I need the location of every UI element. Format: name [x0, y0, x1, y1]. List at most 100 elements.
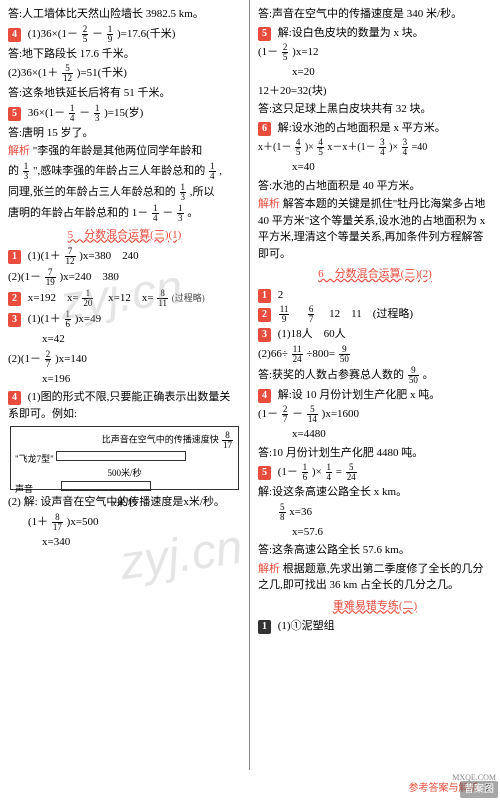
- section-title: 5 分数混合运算(三)(1): [8, 227, 241, 244]
- fraction: 13: [23, 162, 30, 181]
- fraction: 811: [157, 289, 168, 308]
- text: 解:设白色皮块的数量为 x 块。: [278, 27, 424, 39]
- fraction: 16: [302, 463, 309, 482]
- text: －: [79, 107, 90, 119]
- corner-stamp: 昔案图: [460, 781, 498, 798]
- fraction: 58: [279, 503, 286, 522]
- text: )=15(岁): [104, 107, 143, 119]
- question-number: 1: [258, 289, 271, 303]
- text-line: 答:唐明 15 岁了。: [8, 125, 241, 142]
- text-line: 答:地下路段长 17.6 千米。: [8, 46, 241, 63]
- text: )=51(千米): [77, 67, 127, 79]
- question-number: 4: [8, 28, 21, 42]
- text: (2)(1－: [8, 353, 41, 365]
- text-line: 答:这条地铁延长后将有 51 千米。: [8, 85, 241, 102]
- text: ÷800=: [306, 348, 335, 360]
- text: )=17.6(千米): [117, 28, 175, 40]
- text-line: 答:人工墙体比天然山险墙长 3982.5 km。: [8, 6, 241, 23]
- fraction: 25: [82, 25, 89, 44]
- text: ,: [219, 165, 222, 177]
- question-number: 2: [8, 292, 21, 306]
- text-line: 12＋20=32(块): [258, 83, 492, 100]
- text: 解:设 10 月份计划生产化肥 x 吨。: [278, 389, 441, 401]
- question-number: 6: [258, 122, 271, 136]
- text: ,所以: [190, 186, 215, 198]
- diagram-label: x米/秒: [15, 497, 234, 511]
- question-number: 3: [258, 328, 271, 342]
- fraction: 14: [326, 463, 333, 482]
- text: =: [336, 466, 342, 478]
- text: 同理,张兰的年龄占三人年龄总和的: [8, 186, 176, 198]
- text-line: 6 解:设水池的占地面积是 x 平方米。: [258, 120, 492, 137]
- fraction: 514: [307, 405, 318, 424]
- text: 根据题意,先求出第二季度修了全长的几分之几,即可找出 36 km 占全长的几分之…: [258, 563, 484, 592]
- text: (1)18人 60人: [278, 328, 346, 340]
- text: (2)(1－: [8, 271, 41, 283]
- question-number: 1: [258, 620, 271, 634]
- text: x=36: [289, 506, 312, 518]
- bar: [61, 481, 151, 491]
- text-line: 3 (1)(1＋ 16 )x=49: [8, 310, 241, 329]
- text: －: [292, 408, 303, 420]
- diagram-caption: 比声音在空气中的传播速度快 817: [15, 431, 234, 450]
- text: 2: [278, 289, 284, 301]
- fraction: 712: [65, 247, 76, 266]
- text: "李强的年龄是其他两位同学年龄和: [33, 145, 203, 157]
- text: (1－: [278, 466, 298, 478]
- text-line: 58 x=36: [258, 503, 492, 522]
- diagram-row: 声音: [15, 480, 234, 497]
- fraction: 120: [82, 289, 93, 308]
- text-line: 解:设这条高速公路全长 x km。: [258, 484, 492, 501]
- question-number: 5: [258, 27, 271, 41]
- fraction: 16: [65, 310, 72, 329]
- text-line: 4 (1)图的形式不限,只要能正确表示出数量关系即可。例如:: [8, 389, 241, 422]
- text: (2)36×(1＋: [8, 67, 58, 79]
- text: (1)(1＋: [28, 250, 61, 262]
- text-line: (2)36×(1＋ 512 )=51(千米): [8, 64, 241, 83]
- text: )×: [305, 142, 314, 153]
- text: )x=140: [55, 353, 87, 365]
- fraction: 45: [317, 138, 324, 157]
- text-line: 3 (1)18人 60人: [258, 326, 492, 343]
- fraction: 27: [45, 350, 52, 369]
- content-columns: 答:人工墙体比天然山险墙长 3982.5 km。 4 (1)36×(1－ 25 …: [0, 0, 500, 770]
- text: [293, 308, 304, 320]
- text: 。: [187, 207, 198, 219]
- fraction: 14: [69, 104, 76, 123]
- text-line: 同理,张兰的年龄占三人年龄总和的 13 ,所以: [8, 183, 241, 202]
- text: －: [162, 207, 173, 219]
- question-number: 2: [258, 308, 271, 322]
- text-line: 唐明的年龄占年龄总和的 1－ 14 － 13 。: [8, 204, 241, 223]
- diagram: 比声音在空气中的传播速度快 817 "飞龙7型" 500米/秒 声音 x米/秒: [10, 426, 239, 490]
- diagram-label: "飞龙7型": [15, 454, 54, 464]
- text: 解答本题的关键是抓住"牡丹比海棠多占地 40 平方米"这个等量关系,设水池的占地…: [258, 198, 485, 260]
- fraction: 14: [209, 162, 216, 181]
- text-line: 解析 解答本题的关键是抓住"牡丹比海棠多占地 40 平方米"这个等量关系,设水池…: [258, 196, 492, 262]
- text-line: 的 13 ",感味李强的年龄占三人年龄总和的 14 ,: [8, 162, 241, 181]
- text-line: (1－ 27 － 514 )x=1600: [258, 405, 492, 424]
- section-title: 重难易错专练(二): [258, 598, 492, 615]
- text-line: (1－ 25 )x=12: [258, 43, 492, 62]
- question-number: 3: [8, 313, 21, 327]
- fraction: 34: [379, 138, 386, 157]
- text: )x=240 380: [60, 271, 119, 283]
- fraction: 524: [346, 463, 357, 482]
- fraction: 512: [62, 64, 73, 83]
- section-title: 6 分数混合运算(三)(2): [258, 266, 492, 283]
- fraction: 817: [52, 513, 63, 532]
- text: (1)图的形式不限,只要能正确表示出数量关系即可。例如:: [8, 391, 230, 420]
- question-number: 4: [8, 391, 21, 405]
- text-line: x=40: [258, 159, 492, 176]
- text-line: x=20: [258, 64, 492, 81]
- text-line: 解析 根据题意,先求出第二季度修了全长的几分之几,即可找出 36 km 占全长的…: [258, 561, 492, 594]
- fraction: 119: [279, 305, 290, 324]
- text: －: [92, 28, 103, 40]
- text-line: 答:声音在空气中的传播速度是 340 米/秒。: [258, 6, 492, 23]
- fraction: 34: [402, 138, 409, 157]
- text: 36×(1－: [28, 107, 65, 119]
- text: )×: [389, 142, 398, 153]
- analysis-label: 解析: [258, 198, 280, 210]
- text-line: 答:获奖的人数占参赛总人数的 950 。: [258, 366, 492, 385]
- text-line: 5 (1－ 16 )× 14 = 524: [258, 463, 492, 482]
- text-line: 1 2: [258, 287, 492, 304]
